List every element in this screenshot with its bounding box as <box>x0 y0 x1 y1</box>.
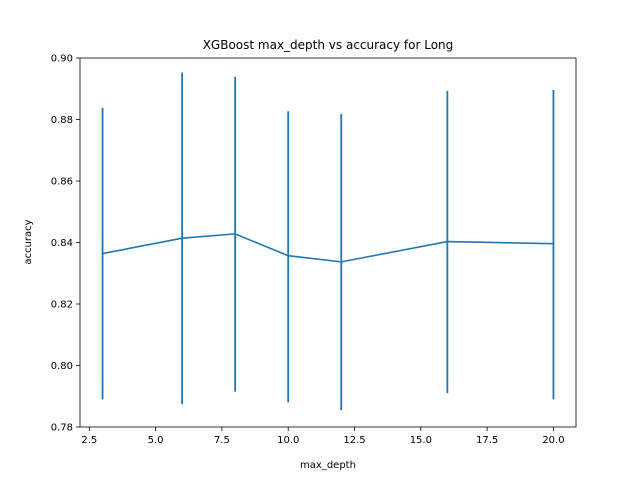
x-tick-label: 15.0 <box>410 435 432 446</box>
x-tick-label: 12.5 <box>343 435 365 446</box>
data-point <box>181 237 184 240</box>
data-point <box>446 240 449 243</box>
x-tick-label: 7.5 <box>214 435 230 446</box>
x-tick-label: 2.5 <box>81 435 97 446</box>
data-point <box>340 260 343 263</box>
axes-frame <box>79 57 577 428</box>
x-tick-label: 5.0 <box>148 435 164 446</box>
y-axis-label: accuracy <box>23 219 34 264</box>
chart-title: XGBoost max_depth vs accuracy for Long <box>203 38 454 52</box>
data-point <box>287 254 290 257</box>
data-point <box>552 242 555 245</box>
x-tick-label: 17.5 <box>476 435 498 446</box>
y-tick-label: 0.86 <box>51 177 73 188</box>
y-tick-label: 0.84 <box>51 238 73 249</box>
y-tick-label: 0.80 <box>51 361 73 372</box>
x-tick-label: 10.0 <box>277 435 299 446</box>
data-point <box>234 232 237 235</box>
x-tick-label: 20.0 <box>542 435 564 446</box>
plot-area: 2.5 5.0 7.5 10.0 12.5 15.0 17.5 20.0 0.78 0.80 0.8… <box>51 54 577 446</box>
x-axis-label: max_depth <box>300 460 356 471</box>
data-point <box>101 252 104 255</box>
y-tick-label: 0.88 <box>51 115 73 126</box>
y-tick-label: 0.78 <box>51 423 73 434</box>
y-tick-label: 0.82 <box>51 300 73 311</box>
y-tick-label: 0.90 <box>51 54 73 65</box>
